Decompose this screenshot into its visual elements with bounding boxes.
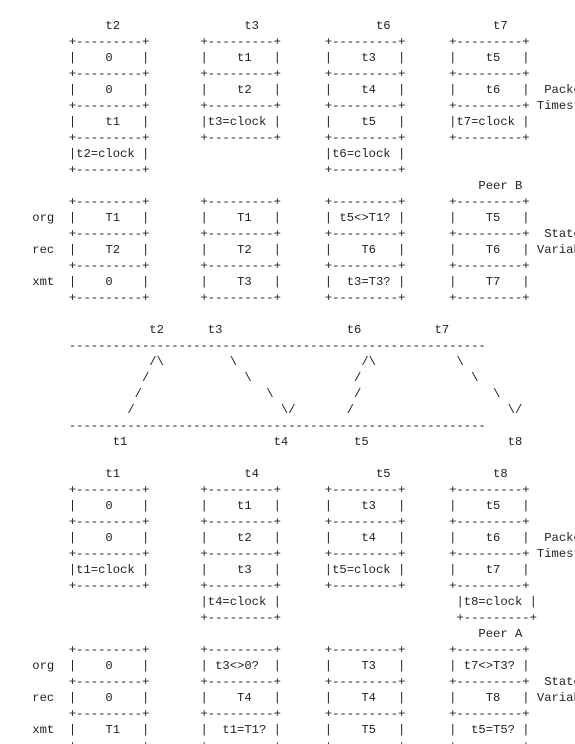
- diagram-line: rec | 0 | | T4 | | T4 | | T8 | Variables: [3, 691, 575, 705]
- diagram-line: +---------+ +---------+ +---------+ +---…: [3, 67, 530, 81]
- diagram-line: +---------+ +---------+ +---------+ +---…: [3, 515, 530, 529]
- diagram-line: +---------+ +---------+ +---------+ +---…: [3, 99, 575, 113]
- diagram-line: t1 t4 t5 t8: [3, 435, 523, 449]
- diagram-line: +---------+ +---------+: [3, 611, 537, 625]
- diagram-line: t1 t4 t5 t8: [3, 467, 508, 481]
- diagram-line: +---------+ +---------+ +---------+ +---…: [3, 738, 575, 744]
- diagram-line: +---------+ +---------+ +---------+ +---…: [3, 291, 530, 305]
- diagram-line: Peer B: [3, 179, 523, 193]
- diagram-line: |t1=clock | | t3 | |t5=clock | | t7 |: [3, 563, 530, 577]
- diagram-line: +---------+ +---------+ +---------+ +---…: [3, 259, 530, 273]
- diagram-line: xmt | 0 | | T3 | | t3=T3? | | T7 |: [3, 275, 530, 289]
- diagram-line: / \/ / \/: [3, 403, 523, 417]
- diagram-line: +---------+ +---------+: [3, 163, 406, 177]
- diagram-line: +---------+ +---------+ +---------+ +---…: [3, 707, 530, 721]
- diagram-line: [3, 450, 575, 466]
- diagram-line: [3, 2, 575, 18]
- diagram-line: /\ \ /\ \: [3, 355, 464, 369]
- diagram-line: +---------+ +---------+ +---------+ +---…: [3, 643, 530, 657]
- diagram-line: org | 0 | | t3<>0? | | T3 | | t7<>T3? |: [3, 659, 530, 673]
- diagram-line: +---------+ +---------+ +---------+ +---…: [3, 675, 575, 689]
- diagram-line: +---------+ +---------+ +---------+ +---…: [3, 131, 530, 145]
- diagram-line: Peer A: [3, 627, 523, 641]
- diagram-line: / \ / \: [3, 371, 479, 385]
- diagram-line: ----------------------------------------…: [3, 339, 486, 353]
- diagram-line: xmt | T1 | | t1=T1? | | T5 | | t5=T5? |: [3, 723, 530, 737]
- diagram-line: | 0 | | t1 | | t3 | | t5 |: [3, 51, 530, 65]
- diagram-line: +---------+ +---------+ +---------+ +---…: [3, 227, 575, 241]
- diagram-line: rec | T2 | | T2 | | T6 | | T6 | Variable…: [3, 243, 575, 257]
- diagram-line: +---------+ +---------+ +---------+ +---…: [3, 35, 530, 49]
- diagram-line: org | T1 | | T1 | | t5<>T1? | | T5 |: [3, 211, 530, 225]
- diagram-line: |t4=clock | |t8=clock |: [3, 595, 537, 609]
- diagram-line: +---------+ +---------+ +---------+ +---…: [3, 195, 530, 209]
- diagram-line: | 0 | | t2 | | t4 | | t6 | Packet: [3, 83, 575, 97]
- diagram-line: ----------------------------------------…: [3, 419, 486, 433]
- diagram-line: |t2=clock | |t6=clock |: [3, 147, 406, 161]
- diagram-line: | 0 | | t1 | | t3 | | t5 |: [3, 499, 530, 513]
- diagram-line: +---------+ +---------+ +---------+ +---…: [3, 547, 575, 561]
- diagram-line: [3, 306, 575, 322]
- diagram-line: t2 t3 t6 t7: [3, 19, 508, 33]
- diagram-line: t2 t3 t6 t7: [3, 323, 450, 337]
- diagram-line: +---------+ +---------+ +---------+ +---…: [3, 483, 530, 497]
- diagram-line: / \ / \: [3, 387, 501, 401]
- diagram-line: | t1 | |t3=clock | | t5 | |t7=clock |: [3, 115, 530, 129]
- diagram-line: +---------+ +---------+ +---------+ +---…: [3, 579, 530, 593]
- diagram-line: | 0 | | t2 | | t4 | | t6 | Packet: [3, 531, 575, 545]
